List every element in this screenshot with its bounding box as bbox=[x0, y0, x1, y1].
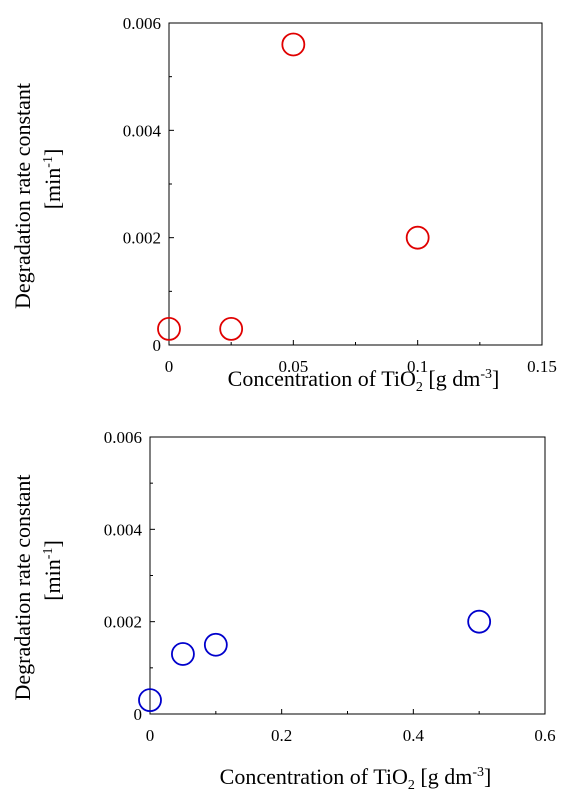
chart-panel-1: 0 0.002 0.004 0.006 0 0.05 0.1 0.15 Concentratio… bbox=[10, 14, 557, 395]
x-tick-label: 0.6 bbox=[534, 726, 555, 745]
y-tick-label: 0.002 bbox=[104, 613, 142, 632]
data-point bbox=[219, 316, 244, 341]
y-axis-label-line2: [min-1] bbox=[40, 149, 65, 210]
x-tick-label: 0 bbox=[146, 726, 155, 745]
y-axis-label-line2: [min-1] bbox=[40, 540, 65, 601]
x-tick-label: 0.05 bbox=[278, 357, 308, 376]
x-tick-label: 0 bbox=[165, 357, 174, 376]
x-tick-label: 0.1 bbox=[407, 357, 428, 376]
data-point bbox=[405, 225, 430, 250]
data-point bbox=[171, 642, 195, 666]
data-point bbox=[138, 688, 162, 713]
data-point bbox=[281, 32, 306, 57]
y-tick-label: 0.004 bbox=[104, 520, 143, 539]
x-axis-label: Concentration of TiO2 [g dm-3] bbox=[220, 764, 492, 793]
y-tick-label: 0.006 bbox=[104, 428, 142, 447]
y-tick-label: 0.004 bbox=[123, 121, 162, 140]
y-axis-label-line1: Degradation rate constant bbox=[10, 83, 35, 309]
data-point bbox=[203, 632, 228, 657]
chart-panel-2: 0 0.002 0.004 0.006 0 0.2 0.4 0.6 Concentration … bbox=[10, 428, 556, 793]
x-tick-label: 0.15 bbox=[527, 357, 557, 376]
data-point bbox=[467, 609, 492, 634]
x-tick-label: 0.4 bbox=[403, 726, 425, 745]
y-axis-label-line1: Degradation rate constant bbox=[10, 474, 35, 700]
plot-frame bbox=[149, 436, 546, 715]
y-tick-label: 0.006 bbox=[123, 14, 161, 33]
data-point bbox=[157, 316, 181, 341]
x-axis-label: Concentration of TiO2 [g dm-3] bbox=[228, 366, 500, 395]
plot-frame bbox=[168, 22, 543, 346]
x-tick-label: 0.2 bbox=[271, 726, 292, 745]
y-tick-label: 0 bbox=[134, 705, 143, 724]
y-tick-label: 0 bbox=[153, 336, 162, 355]
y-tick-label: 0.002 bbox=[123, 229, 161, 248]
